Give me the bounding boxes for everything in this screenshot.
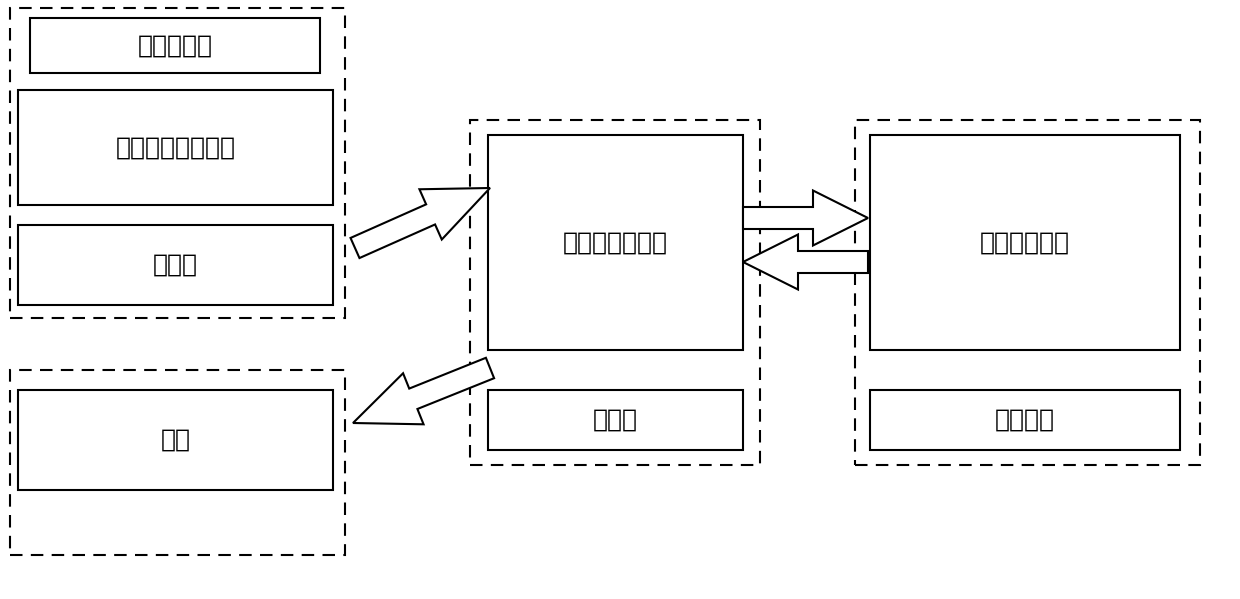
Text: 数据库端: 数据库端 [994, 408, 1055, 432]
Bar [489, 390, 743, 450]
Bar [19, 225, 334, 305]
Text: 编码器: 编码器 [153, 253, 198, 277]
Text: 控制端: 控制端 [593, 408, 639, 432]
Bar [870, 135, 1180, 350]
Bar [10, 370, 345, 555]
Bar [856, 120, 1200, 465]
Bar [19, 90, 334, 205]
Polygon shape [351, 188, 490, 258]
Bar [489, 135, 743, 350]
Bar [30, 18, 320, 73]
Bar [10, 8, 345, 318]
Text: 数据采集端: 数据采集端 [138, 34, 212, 58]
Polygon shape [743, 234, 868, 289]
Text: 下位机主控系统: 下位机主控系统 [563, 231, 668, 255]
Polygon shape [353, 358, 494, 424]
Bar [470, 120, 760, 465]
Bar [870, 390, 1180, 450]
Text: 电机: 电机 [160, 428, 191, 452]
Text: 液力端压力传感器: 液力端压力传感器 [115, 135, 236, 159]
Text: 上位机数据库: 上位机数据库 [980, 231, 1070, 255]
Bar [19, 390, 334, 490]
Polygon shape [743, 190, 868, 246]
